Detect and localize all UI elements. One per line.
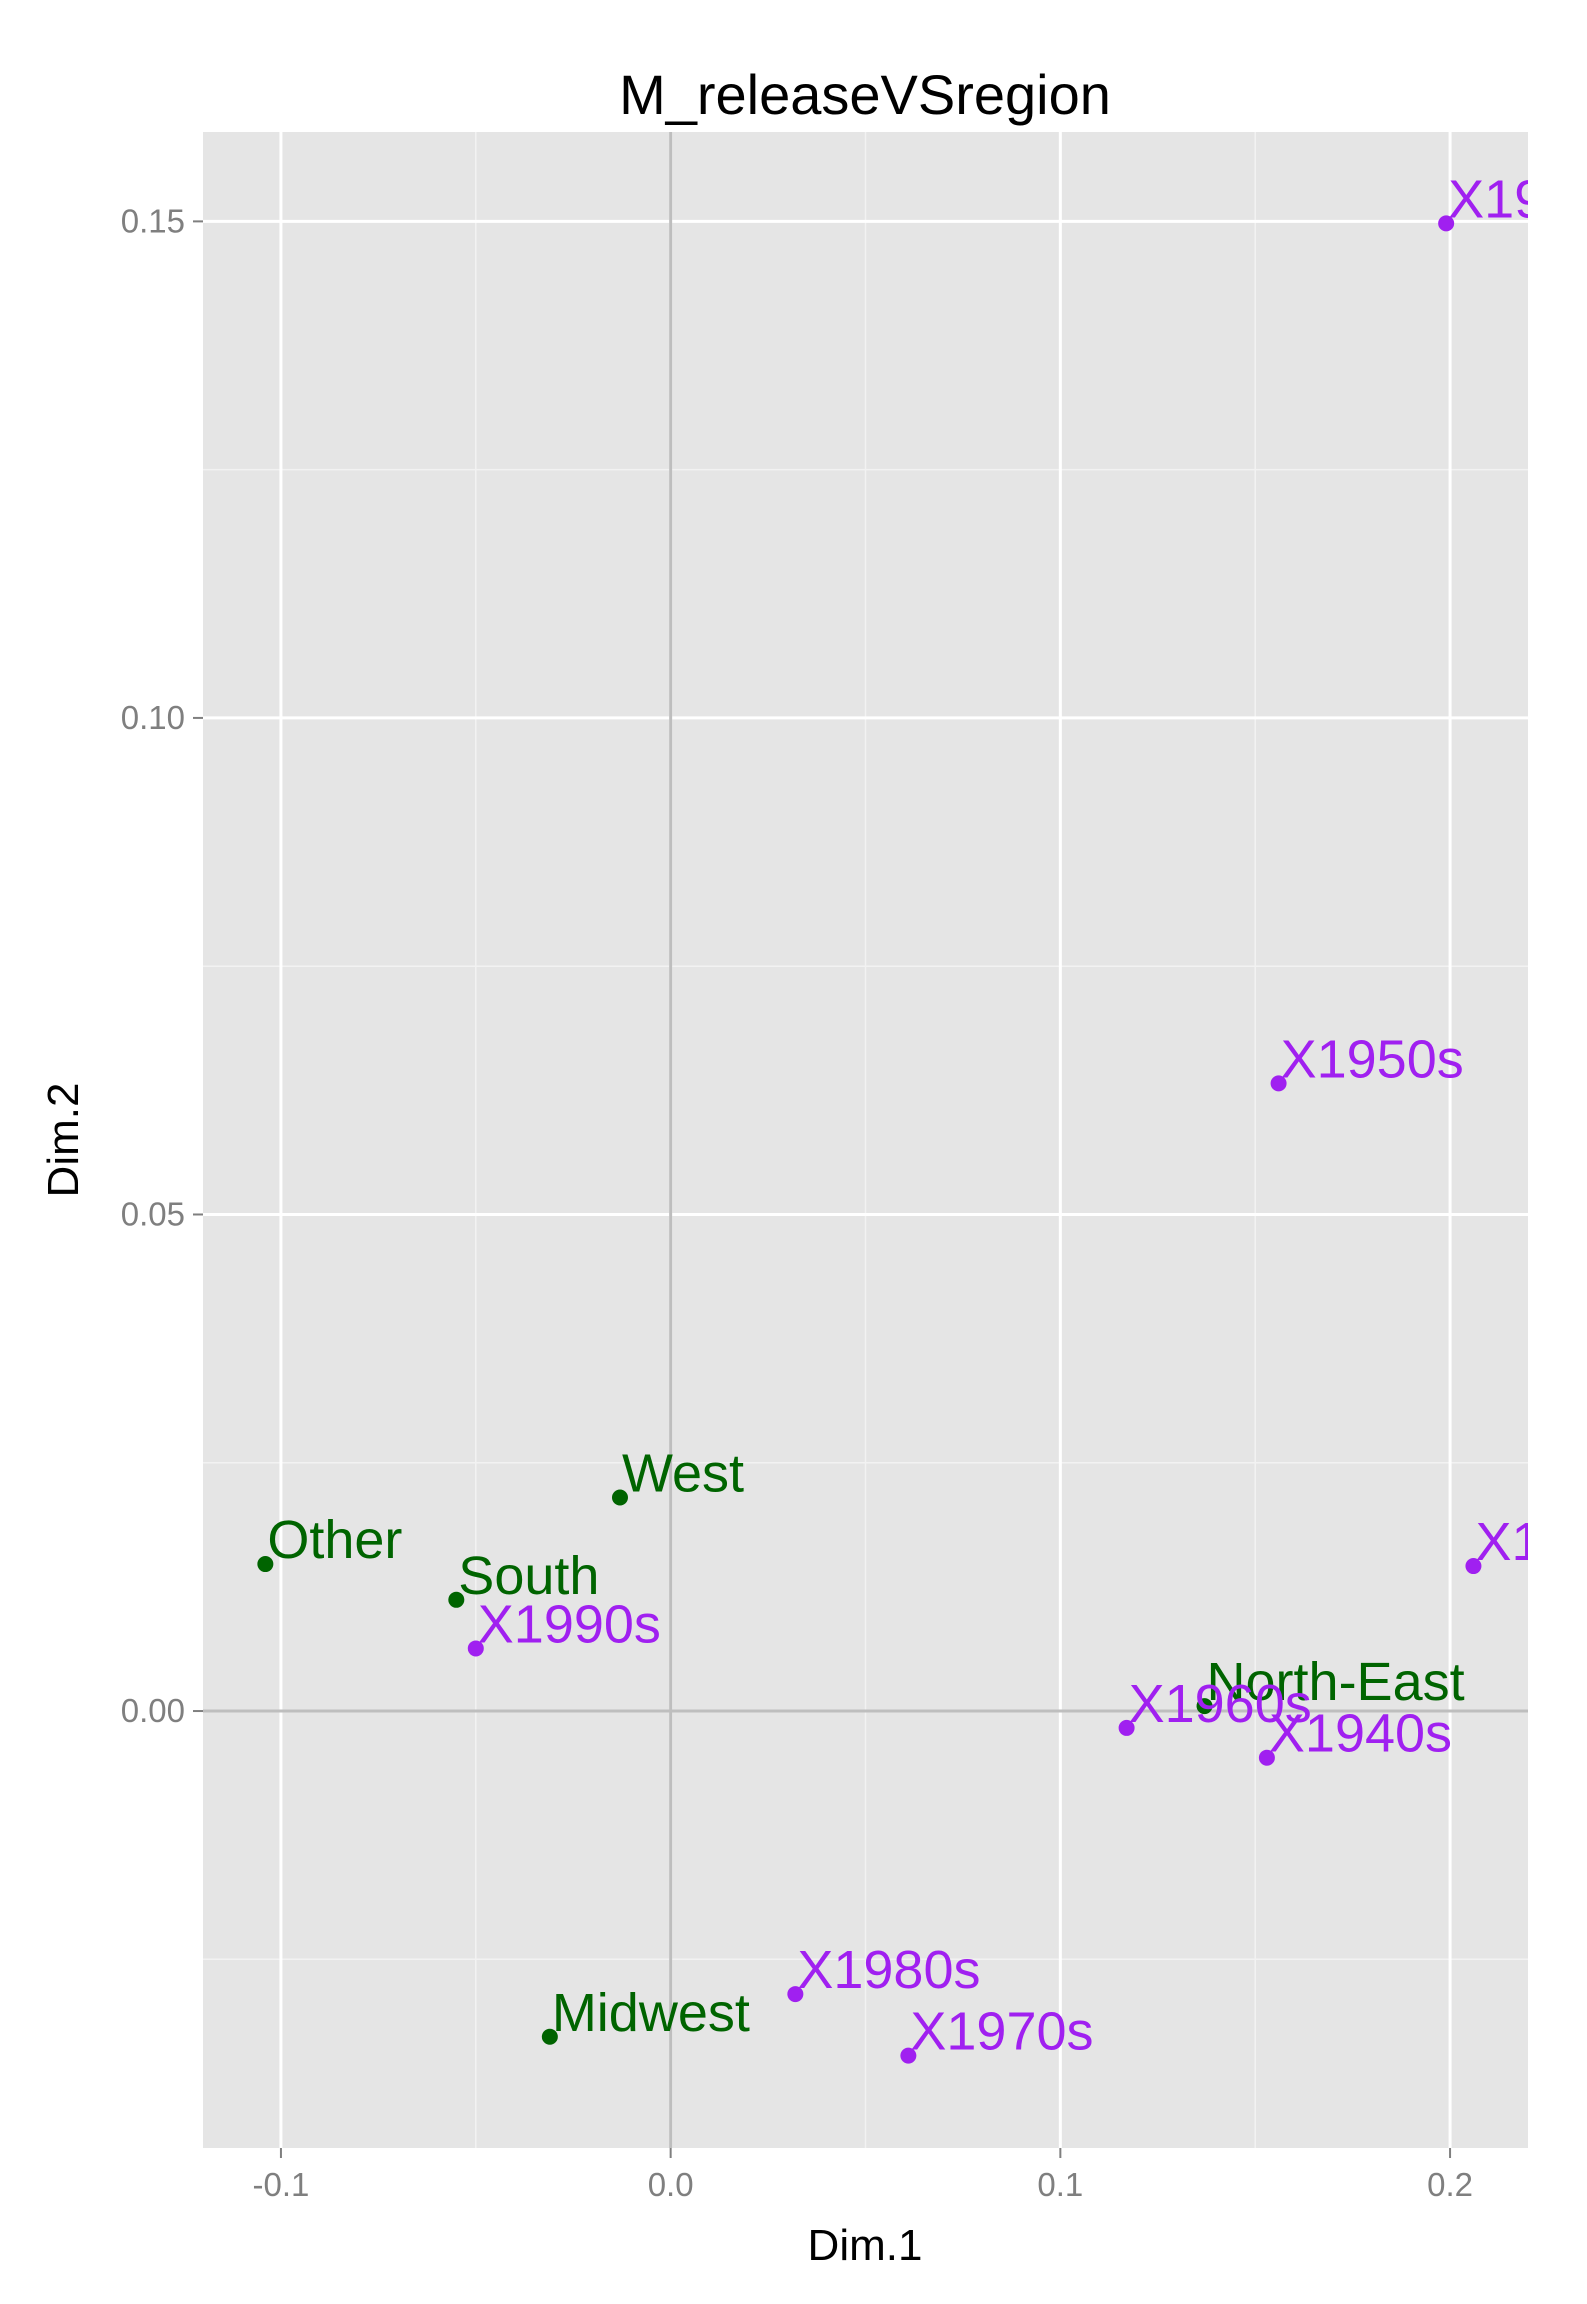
data-points: West Other South North-East Midwest X19 X1950s… — [257, 169, 1544, 2064]
point-label-release: X1 — [1475, 1512, 1541, 1572]
point-label-release: X19 — [1448, 169, 1544, 229]
point-label-region: West — [622, 1444, 744, 1504]
y-tick-label: 0.10 — [121, 699, 185, 736]
y-tick-label: 0.15 — [121, 202, 185, 239]
data-point-region — [611, 1489, 628, 1506]
data-point-release — [1438, 215, 1455, 232]
data-point-release — [900, 2047, 917, 2064]
point-label-release: X1950s — [1281, 1029, 1464, 1089]
y-axis-ticks: 0.00 0.05 0.10 0.15 — [121, 202, 203, 1729]
data-point-release — [467, 1640, 484, 1657]
data-point-region — [1196, 1698, 1213, 1715]
data-point-region — [257, 1556, 274, 1573]
point-label-release: X1970s — [910, 2002, 1093, 2062]
x-tick-label: 0.0 — [648, 2166, 694, 2203]
y-tick-label: 0.00 — [121, 1692, 185, 1729]
x-tick-label: -0.1 — [253, 2166, 310, 2203]
x-tick-label: 0.1 — [1037, 2166, 1083, 2203]
point-label-release: X1960s — [1129, 1674, 1312, 1734]
point-label-region: Midwest — [552, 1983, 750, 2043]
y-tick-label: 0.05 — [121, 1195, 185, 1232]
point-label-release: X1990s — [478, 1594, 661, 1654]
point-label-release: X1980s — [797, 1940, 980, 2000]
y-axis-title: Dim.2 — [39, 1083, 88, 1198]
point-label-region: South — [458, 1546, 599, 1606]
point-label-region: North-East — [1207, 1652, 1465, 1712]
data-point-release — [787, 1986, 804, 2003]
data-point-release — [1270, 1075, 1287, 1092]
x-axis-title: Dim.1 — [808, 2221, 923, 2270]
data-point-release — [1465, 1558, 1482, 1575]
x-axis-ticks: -0.1 0.0 0.1 0.2 — [253, 2148, 1473, 2203]
data-point-region — [448, 1591, 465, 1608]
point-label-region: Other — [267, 1510, 402, 1570]
chart-title: M_releaseVSregion — [619, 63, 1111, 126]
x-tick-label: 0.2 — [1427, 2166, 1473, 2203]
data-point-release — [1118, 1719, 1135, 1736]
data-point-release — [1258, 1749, 1275, 1766]
data-point-region — [541, 2028, 558, 2045]
reference-lines — [203, 132, 1528, 2148]
minor-gridlines — [203, 132, 1528, 2148]
point-label-release: X1940s — [1269, 1704, 1452, 1764]
